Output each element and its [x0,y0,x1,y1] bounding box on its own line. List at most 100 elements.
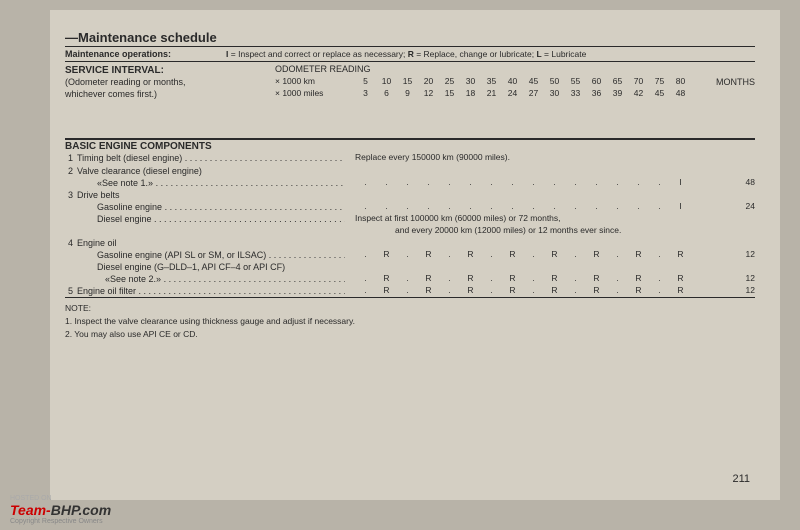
mark-cell: . [502,177,523,189]
mi-tick: 12 [418,88,439,98]
mark-cell: . [607,249,628,261]
table-row: 5Engine oil filter.R.R.R.R.R.R.R.R12 [65,285,755,298]
mark-cell: . [376,201,397,213]
mark-cell: . [523,285,544,297]
brand-team: Team- [10,502,51,518]
row-text: Timing belt (diesel engine) [77,152,345,164]
ops-legend: I = Inspect and correct or replace as ne… [226,49,586,59]
note-1: 1. Inspect the valve clearance using thi… [65,315,755,328]
mark-cell: R [376,273,397,285]
mark-cell: . [355,201,376,213]
mark-cell: . [649,177,670,189]
km-tick: 30 [460,76,481,86]
row-number: 5 [65,285,77,297]
mark-cell: R [502,273,523,285]
km-tick: 35 [481,76,502,86]
table-row: Gasoline engine (API SL or SM, or ILSAC)… [65,249,755,261]
mark-cell: . [607,201,628,213]
ops-legend-line: Maintenance operations: I = Inspect and … [65,49,755,62]
table-row: 2Valve clearance (diesel engine) [65,165,755,177]
mark-cell: . [439,273,460,285]
mark-cell: . [586,201,607,213]
mi-tick: 24 [502,88,523,98]
mark-cell: . [418,201,439,213]
mark-cell: R [544,273,565,285]
row-number [65,177,77,189]
maintenance-rows: 1Timing belt (diesel engine)Replace ever… [65,152,755,298]
mi-tick: 45 [649,88,670,98]
mark-cell: . [586,177,607,189]
mark-cell: . [565,249,586,261]
km-tick: 25 [439,76,460,86]
row-number: 2 [65,165,77,177]
month-value: 24 [725,201,755,213]
mark-cell: . [460,201,481,213]
mark-cell: . [439,177,460,189]
mi-tick: 36 [586,88,607,98]
mark-cell: R [418,273,439,285]
brand-bhp: BHP [51,502,79,518]
mark-cell: R [460,285,481,297]
watermark: HOSTED ON Team-BHP.com Copyright Respect… [10,495,111,525]
months-label: MONTHS [716,77,755,87]
row-text: «See note 1.» [77,177,345,189]
mark-cell: . [649,201,670,213]
mark-cell: I [670,201,691,213]
table-row: and every 20000 km (12000 miles) or 12 m… [65,225,755,236]
mark-cell: . [649,249,670,261]
row-number [65,249,77,261]
km-tick: 70 [628,76,649,86]
mark-cell: . [565,177,586,189]
row-text: Drive belts [77,189,345,201]
mark-cell: . [355,285,376,297]
interval-sub1: (Odometer reading or months, [65,77,265,89]
mark-cell: . [607,273,628,285]
mark-cell: R [376,285,397,297]
row-marks: ...............I [345,201,725,213]
mark-cell: R [460,273,481,285]
mark-cell: R [502,249,523,261]
mark-cell: . [544,201,565,213]
mi-tick: 30 [544,88,565,98]
row-text: Gasoline engine (API SL or SM, or ILSAC) [77,249,345,261]
page-title: —Maintenance schedule [65,30,755,47]
mark-cell: . [481,285,502,297]
km-tick: 45 [523,76,544,86]
mi-tick: 15 [439,88,460,98]
mark-cell: R [628,249,649,261]
row-marks: .R.R.R.R.R.R.R.R [345,285,725,297]
table-row: Gasoline engine...............I24 [65,201,755,213]
row-text: «See note 2.» [77,273,345,285]
row-number [65,273,77,285]
mark-cell: . [439,249,460,261]
km-tick: 80 [670,76,691,86]
month-value: 12 [725,273,755,285]
row-text: Diesel engine (G–DLD–1, API CF–4 or API … [77,261,345,273]
row-note: Replace every 150000 km (90000 miles). [345,152,725,164]
mi-ticks: 36912151821242730333639424548 [355,88,691,98]
mark-cell: . [544,177,565,189]
interval-sub2: whichever comes first.) [65,89,265,101]
km-tick: 10 [376,76,397,86]
row-note: and every 20000 km (12000 miles) or 12 m… [345,225,755,236]
mark-cell: . [607,177,628,189]
mark-cell: . [565,273,586,285]
mark-cell: R [586,273,607,285]
page-number: 211 [732,473,750,485]
km-tick: 50 [544,76,565,86]
odometer-title: ODOMETER READING [275,64,371,74]
mark-cell: . [355,249,376,261]
month-value [725,152,755,164]
mi-tick: 6 [376,88,397,98]
month-value: 12 [725,249,755,261]
month-value: 12 [725,285,755,297]
mark-cell: . [397,177,418,189]
row-number [65,201,77,213]
note-header: NOTE: [65,302,755,315]
notes: NOTE: 1. Inspect the valve clearance usi… [65,302,755,340]
mark-cell: . [355,273,376,285]
mark-cell: . [502,201,523,213]
note-2: 2. You may also use API CE or CD. [65,328,755,341]
mark-cell: . [523,249,544,261]
mark-cell: R [670,285,691,297]
